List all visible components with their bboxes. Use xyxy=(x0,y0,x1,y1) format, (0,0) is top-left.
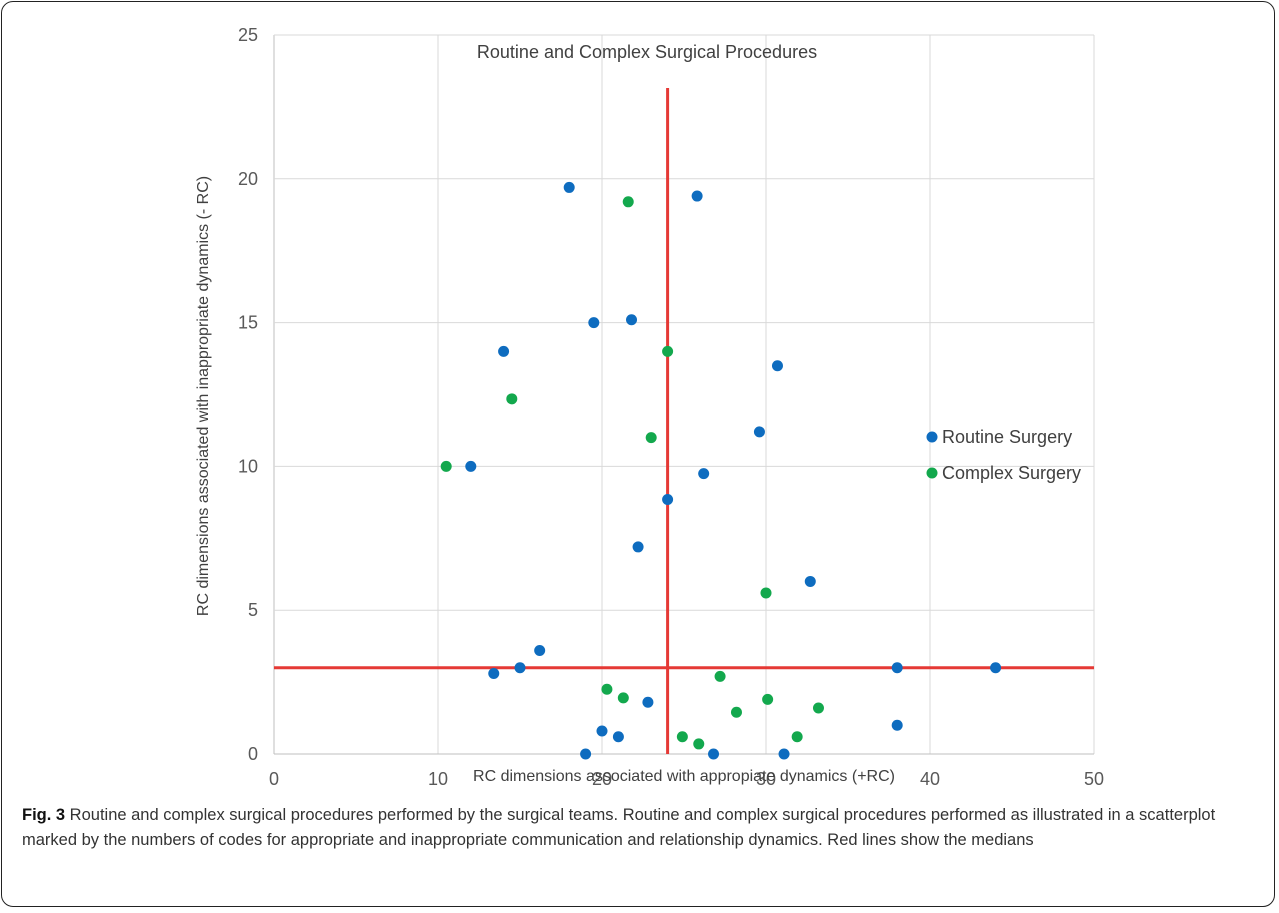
y-tick-label: 25 xyxy=(238,25,258,45)
routine-surgery-point xyxy=(612,731,624,743)
figure-caption: Fig. 3 Routine and complex surgical proc… xyxy=(22,803,1257,853)
routine-surgery-point xyxy=(588,317,600,329)
routine-surgery-point xyxy=(891,719,903,731)
y-tick-label: 10 xyxy=(238,456,258,476)
routine-surgery-point xyxy=(514,662,526,674)
x-tick-label: 40 xyxy=(920,769,940,789)
x-tick-label: 50 xyxy=(1084,769,1104,789)
complex-surgery-point xyxy=(762,693,774,705)
legend-label-routine-surgery: Routine Surgery xyxy=(942,427,1072,447)
y-tick-label: 5 xyxy=(248,600,258,620)
y-tick-label: 15 xyxy=(238,313,258,333)
complex-surgery-point xyxy=(506,393,518,405)
complex-surgery-point xyxy=(791,731,803,743)
complex-surgery-point xyxy=(662,345,674,357)
routine-surgery-point xyxy=(498,345,510,357)
median-lines xyxy=(274,88,1094,754)
x-tick-label: 20 xyxy=(592,769,612,789)
complex-surgery-point xyxy=(693,738,705,750)
routine-surgery-point xyxy=(580,748,592,760)
routine-surgery-point xyxy=(563,181,575,193)
caption-text: Routine and complex surgical procedures … xyxy=(22,806,1216,849)
routine-surgery-point xyxy=(753,426,765,438)
x-tick-label: 0 xyxy=(269,769,279,789)
routine-surgery-point xyxy=(642,696,654,708)
caption-label: Fig. 3 xyxy=(22,806,66,824)
x-axis-title: RC dimensions associated with appropiate… xyxy=(473,768,895,785)
routine-surgery-point xyxy=(708,748,720,760)
routine-surgery-point xyxy=(488,667,500,679)
routine-surgery-point xyxy=(698,468,710,480)
legend: Routine Surgery Complex Surgery xyxy=(926,427,1081,483)
routine-surgery-point xyxy=(534,644,546,656)
complex-surgery-point xyxy=(812,702,824,714)
chart-title: Routine and Complex Surgical Procedures xyxy=(477,42,817,62)
complex-surgery-point xyxy=(622,196,634,208)
tick-labels: 0 10 20 30 40 50 0 5 10 15 20 25 xyxy=(238,25,1104,789)
legend-marker-complex-surgery xyxy=(926,467,938,479)
routine-surgery-point xyxy=(632,541,644,553)
y-tick-label: 20 xyxy=(238,169,258,189)
complex-surgery-point xyxy=(440,460,452,472)
complex-surgery-point xyxy=(601,683,613,695)
grid-lines xyxy=(273,34,1095,755)
routine-surgery-point xyxy=(662,493,674,505)
legend-label-complex-surgery: Complex Surgery xyxy=(942,463,1081,483)
routine-surgery-point xyxy=(771,360,783,372)
legend-marker-routine-surgery xyxy=(926,431,938,443)
y-tick-label: 0 xyxy=(248,744,258,764)
routine-surgery-point xyxy=(626,314,638,326)
complex-surgery-point xyxy=(714,670,726,682)
data-points xyxy=(440,181,1002,760)
complex-surgery-point xyxy=(645,432,657,444)
complex-surgery-point xyxy=(676,731,688,743)
x-tick-label: 10 xyxy=(428,769,448,789)
scatter-chart: 0 10 20 30 40 50 0 5 10 15 20 25 Routine and Comple… xyxy=(195,25,1104,789)
routine-surgery-point xyxy=(778,748,790,760)
complex-surgery-point xyxy=(730,706,742,718)
x-tick-label: 30 xyxy=(756,769,776,789)
routine-surgery-point xyxy=(691,190,703,202)
routine-surgery-point xyxy=(465,460,477,472)
complex-surgery-point xyxy=(617,692,629,704)
y-axis-title: RC dimensions associated with inappropri… xyxy=(195,176,212,616)
routine-surgery-point xyxy=(596,725,608,737)
routine-surgery-point xyxy=(990,662,1002,674)
complex-surgery-point xyxy=(760,587,772,599)
routine-surgery-point xyxy=(891,662,903,674)
routine-surgery-point xyxy=(804,575,816,587)
